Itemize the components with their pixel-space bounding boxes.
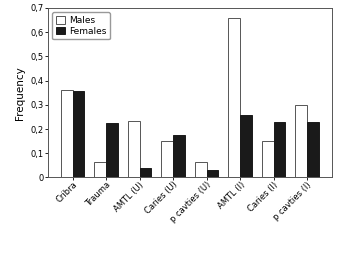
Bar — [307, 122, 319, 177]
Bar — [195, 162, 207, 177]
Bar — [140, 168, 151, 177]
Bar — [262, 141, 274, 177]
Bar — [161, 141, 173, 177]
Bar — [295, 105, 307, 177]
Bar — [228, 17, 240, 177]
Bar — [240, 115, 252, 177]
Bar — [128, 121, 140, 177]
Bar — [274, 122, 285, 177]
Bar — [61, 90, 73, 177]
Bar — [106, 123, 118, 177]
Legend: Males, Females: Males, Females — [52, 12, 110, 39]
Y-axis label: Frequency: Frequency — [15, 66, 25, 120]
Bar — [207, 170, 218, 177]
Bar — [73, 91, 84, 177]
Bar — [173, 135, 185, 177]
Bar — [94, 162, 106, 177]
